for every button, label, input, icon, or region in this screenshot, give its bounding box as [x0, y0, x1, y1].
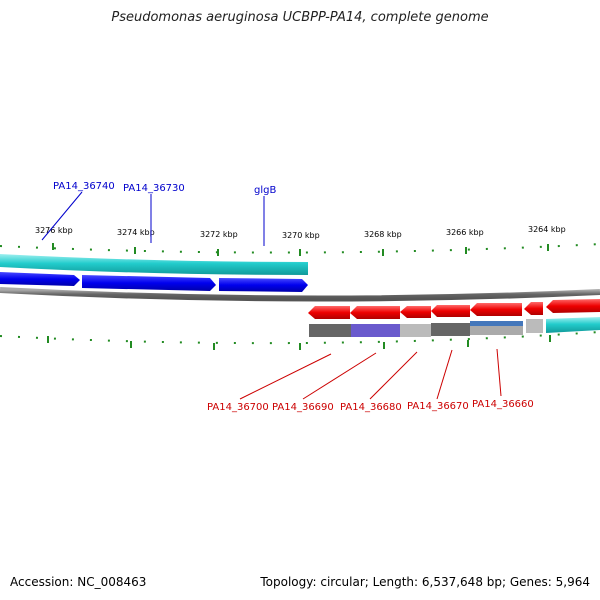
reverse-label-leaders: [239, 348, 502, 400]
gene-label-glgb[interactable]: glgB: [254, 185, 276, 196]
forward-cds-track: [0, 272, 308, 292]
reverse-cds-arrow[interactable]: [546, 299, 600, 313]
scale-label: 3270 kbp: [282, 231, 320, 240]
forward-cds-arrow[interactable]: [82, 275, 216, 291]
forward-gene-band: [0, 254, 308, 275]
genome-backbone: [0, 287, 600, 302]
accession-label: Accession: NC_008463: [10, 575, 147, 589]
genome-summary: Topology: circular; Length: 6,537,648 bp…: [260, 575, 590, 589]
reverse-cds-arrow[interactable]: [470, 303, 522, 316]
gene-label-pa14-36680[interactable]: PA14_36680: [340, 402, 402, 413]
reverse-gene-band: [309, 317, 600, 337]
reverse-major-ticks: [47, 335, 551, 350]
gene-label-pa14-36740[interactable]: PA14_36740: [53, 181, 115, 192]
reverse-cds-arrow[interactable]: [350, 306, 400, 319]
scale-label: 3266 kbp: [446, 228, 484, 237]
gene-label-pa14-36670[interactable]: PA14_36670: [407, 401, 469, 412]
forward-label-leaders: [41, 191, 265, 246]
scale-label: 3272 kbp: [200, 230, 238, 239]
gene-label-pa14-36690[interactable]: PA14_36690: [272, 402, 334, 413]
scale-label: 3264 kbp: [528, 225, 566, 234]
reverse-cds-arrow[interactable]: [431, 305, 470, 317]
gene-label-pa14-36660[interactable]: PA14_36660: [472, 399, 534, 410]
reverse-cds-arrow[interactable]: [524, 302, 543, 315]
reverse-cds-arrow[interactable]: [308, 306, 350, 319]
forward-cds-arrow[interactable]: [0, 272, 80, 286]
reverse-cds-arrow[interactable]: [400, 306, 431, 318]
scale-label: 3268 kbp: [364, 230, 402, 239]
forward-cds-arrow[interactable]: [219, 278, 308, 292]
reverse-cds-track: [308, 299, 600, 319]
forward-major-ticks: [52, 243, 549, 256]
gene-label-pa14-36700[interactable]: PA14_36700: [207, 402, 269, 413]
scale-label: 3274 kbp: [117, 228, 155, 237]
scale-label: 3276 kbp: [35, 226, 73, 235]
map-title: Pseudomonas aeruginosa UCBPP-PA14, compl…: [111, 10, 489, 25]
gene-label-pa14-36730[interactable]: PA14_36730: [123, 183, 185, 194]
